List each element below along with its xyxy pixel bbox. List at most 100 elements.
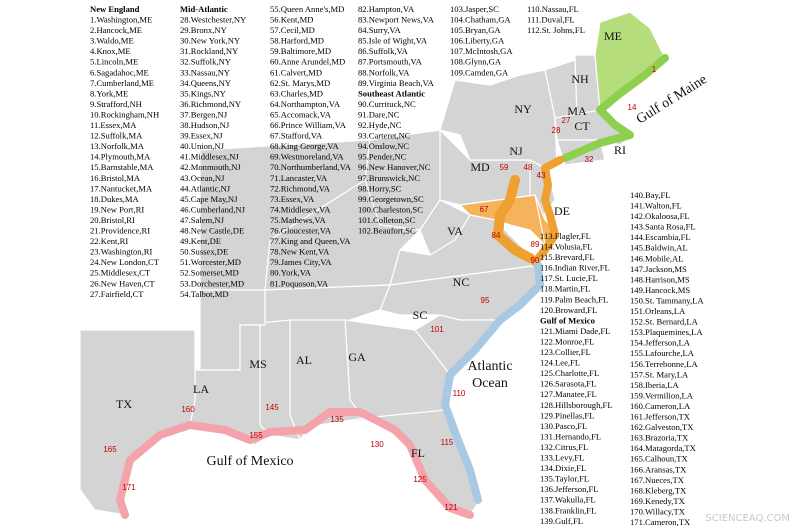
county-entry: 18.Dukes,MA: [90, 194, 139, 204]
county-entry: 58.Harford,MD: [270, 36, 324, 46]
county-entry: 54.Talbot,MD: [180, 289, 229, 299]
county-entry: 157.St. Mary,LA: [630, 369, 689, 379]
site-number: 165: [103, 445, 117, 454]
county-entry: 148.Harrison,MS: [630, 274, 690, 284]
county-entry: 144.Escambia,FL: [630, 232, 691, 242]
county-entry: 1.Washington,ME: [90, 15, 152, 25]
county-entry: 47.Salem,NJ: [180, 215, 225, 225]
state-label: NH: [571, 72, 589, 86]
county-entry: 127.Manatee,FL: [540, 389, 597, 399]
county-entry: 107.McIntosh,GA: [450, 46, 513, 56]
county-entry: 78.New Kent,VA: [270, 247, 330, 257]
county-entry: 134.Dixie,FL: [540, 463, 586, 473]
county-entry: 68.King George,VA: [270, 141, 339, 151]
county-entry: 153.Plaquemines,LA: [630, 327, 703, 337]
gulf-coast: [116, 408, 474, 519]
county-entry: 138.Franklin,FL: [540, 505, 596, 515]
county-entry: 66.Prince William,VA: [270, 120, 347, 130]
county-entry: 83.Newport News,VA: [358, 15, 435, 25]
county-entry: 87.Portsmouth,VA: [358, 57, 423, 67]
site-number: 125: [413, 475, 427, 484]
county-entry: 168.Kleberg,TX: [630, 485, 687, 495]
county-entry: 51.Worcester,MD: [180, 257, 241, 267]
county-entry: 79.James City,VA: [270, 257, 332, 267]
county-entry: 70.Northumberland,VA: [270, 162, 352, 172]
county-entry: 163.Brazoria,TX: [630, 433, 689, 443]
county-entry: 160.Cameron,LA: [630, 401, 691, 411]
county-entry: 154.Jefferson,LA: [630, 338, 691, 348]
county-entry: 12.Suffolk,MA: [90, 131, 143, 141]
county-entry: 64.Northampton,VA: [270, 99, 341, 109]
region-heading: Gulf of Mexico: [540, 315, 595, 325]
site-number: 84: [492, 231, 501, 240]
county-entry: 126.Sarasota,FL: [540, 379, 596, 389]
site-number: 155: [249, 431, 263, 440]
county-entry: 122.Monroe,FL: [540, 336, 594, 346]
site-number: 160: [181, 405, 195, 414]
county-entry: 26.New Haven,CT: [90, 278, 155, 288]
state-label: DE: [554, 204, 570, 218]
county-entry: 39.Essex,NJ: [180, 131, 223, 141]
county-entry: 25.Middlesex,CT: [90, 268, 151, 278]
site-number: 43: [537, 171, 546, 180]
county-entry: 21.Providence,RI: [90, 226, 150, 236]
county-entry: 132.Citrus,FL: [540, 442, 588, 452]
county-entry: 105.Bryan,GA: [450, 25, 501, 35]
state-label: NJ: [509, 144, 523, 158]
state-label: ME: [604, 29, 622, 43]
county-entry: 86.Suffolk,VA: [358, 46, 409, 56]
county-entry: 161.Jefferson,TX: [630, 412, 691, 422]
state-label: CT: [574, 119, 590, 133]
county-entry: 96.New Hanover,NC: [358, 162, 431, 172]
site-number: 59: [500, 163, 509, 172]
county-entry: 37.Bergen,NJ: [180, 109, 228, 119]
county-entry: 44.Atlantic,NJ: [180, 183, 231, 193]
state-label: VA: [447, 224, 463, 238]
county-entry: 34.Queens,NY: [180, 78, 231, 88]
county-entry: 97.Brunswick,NC: [358, 173, 420, 183]
county-entry: 103.Jasper,SC: [450, 4, 499, 14]
county-entry: 71.Lancaster,VA: [270, 173, 328, 183]
county-entry: 72.Richmond,VA: [270, 183, 331, 193]
county-entry: 4.Knox,ME: [90, 46, 131, 56]
chesapeake-coast: [493, 175, 535, 263]
county-entry: 3.Waldo,ME: [90, 36, 134, 46]
coastal-counties: [116, 54, 669, 519]
county-entry: 131.Hernando,FL: [540, 431, 601, 441]
county-entry: 170.Willacy,TX: [630, 506, 686, 516]
county-entry: 35.Kings,NY: [180, 88, 226, 98]
county-entry: 115.Brevard,FL: [540, 252, 595, 262]
county-entry: 9.Strafford,NH: [90, 99, 142, 109]
county-entry: 142.Okaloosa,FL: [630, 211, 690, 221]
state-label: AL: [296, 353, 312, 367]
county-entry: 52.Somerset,MD: [180, 268, 239, 278]
county-entry: 113.Flagler,FL: [540, 231, 591, 241]
county-entry: 104.Chatham,GA: [450, 15, 511, 25]
county-entry: 130.Pasco,FL: [540, 421, 587, 431]
county-entry: 110.Nassau,FL: [527, 4, 579, 14]
county-entry: 32.Suffolk,NY: [180, 57, 231, 67]
county-entry: 152.St. Bernard,LA: [630, 317, 699, 327]
county-entry: 27.Fairfield,CT: [90, 289, 144, 299]
county-entry: 128.Hillsborough,FL: [540, 400, 613, 410]
county-entry: 123.Collier,FL: [540, 347, 591, 357]
state-shape: [264, 284, 391, 326]
mid-atlantic-coast: [531, 156, 564, 266]
county-entry: 166.Aransas,TX: [630, 464, 687, 474]
county-entry: 129.Pinellas,FL: [540, 410, 594, 420]
county-entry: 117.St. Lucie,FL: [540, 273, 598, 283]
water-label: Gulf of Mexico: [206, 454, 293, 469]
county-entry: 56.Kent,MD: [270, 15, 313, 25]
site-number: 121: [444, 503, 458, 512]
site-number: 1: [652, 65, 657, 74]
county-entry: 59.Baltimore,MD: [270, 46, 331, 56]
county-entry: 136.Jefferson,FL: [540, 484, 599, 494]
county-entry: 111.Duval,FL: [527, 15, 575, 25]
county-entry: 41.Middlesex,NJ: [180, 152, 239, 162]
county-entry: 140.Bay,FL: [630, 190, 671, 200]
state-label: FL: [411, 446, 425, 460]
county-entry: 36.Richmond,NY: [180, 99, 241, 109]
county-entry: 65.Accomack,VA: [270, 109, 332, 119]
county-entry: 151.Orleans,LA: [630, 306, 686, 316]
county-entry: 19.New Port,RI: [90, 204, 144, 214]
